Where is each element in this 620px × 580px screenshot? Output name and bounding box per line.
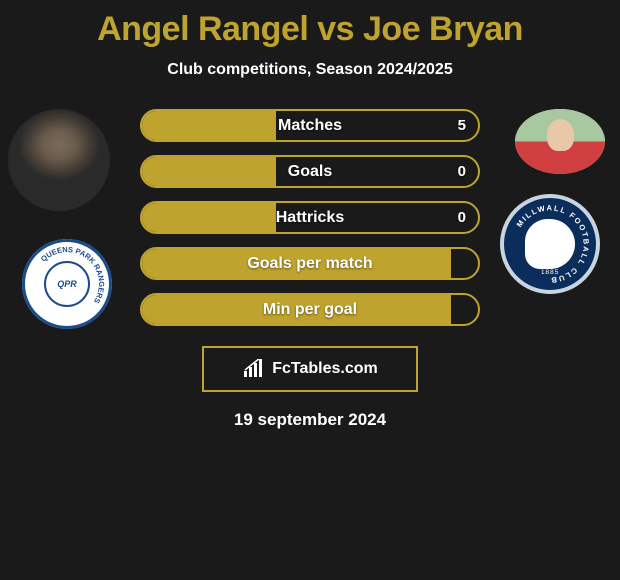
club-right-badge: MILLWALL FOOTBALL CLUB 1885 bbox=[500, 194, 600, 294]
stat-fill-left bbox=[142, 111, 276, 140]
stat-label: Matches bbox=[278, 117, 342, 135]
stat-value-right: 0 bbox=[458, 163, 466, 180]
player-right-silhouette bbox=[515, 109, 605, 174]
stat-row: Goals per match bbox=[140, 247, 480, 280]
stat-row: Hattricks 0 bbox=[140, 201, 480, 234]
brand-box: FcTables.com bbox=[202, 346, 418, 392]
millwall-badge: MILLWALL FOOTBALL CLUB 1885 bbox=[504, 198, 596, 290]
club-right-year: 1885 bbox=[541, 269, 559, 276]
stat-row: Matches 5 bbox=[140, 109, 480, 142]
date-text: 19 september 2024 bbox=[0, 410, 620, 430]
player-left-silhouette bbox=[8, 109, 110, 211]
stat-value-right: 5 bbox=[458, 117, 466, 134]
stat-label: Goals per match bbox=[247, 255, 372, 273]
stat-fill-left bbox=[142, 157, 276, 186]
stats-list: Matches 5 Goals 0 Hattricks 0 Goals per match M… bbox=[140, 109, 480, 326]
subtitle: Club competitions, Season 2024/2025 bbox=[0, 61, 620, 79]
stat-label: Hattricks bbox=[276, 209, 344, 227]
club-left-badge: QUEENS PARK RANGERS QPR bbox=[22, 239, 112, 329]
chart-icon bbox=[242, 359, 266, 379]
comparison-panel: QUEENS PARK RANGERS QPR MILLWALL FOOTBAL… bbox=[0, 109, 620, 430]
qpr-ring-text: QUEENS PARK RANGERS bbox=[25, 242, 109, 326]
qpr-badge: QUEENS PARK RANGERS QPR bbox=[22, 239, 112, 329]
stat-row: Goals 0 bbox=[140, 155, 480, 188]
stat-fill-left bbox=[142, 203, 276, 232]
player-left-photo bbox=[8, 109, 110, 211]
stat-value-right: 0 bbox=[458, 209, 466, 226]
brand-text: FcTables.com bbox=[272, 360, 378, 378]
svg-text:QUEENS PARK RANGERS: QUEENS PARK RANGERS bbox=[39, 245, 106, 305]
page-title: Angel Rangel vs Joe Bryan bbox=[0, 0, 620, 49]
stat-label: Min per goal bbox=[263, 301, 357, 319]
stat-label: Goals bbox=[288, 163, 332, 181]
stat-row: Min per goal bbox=[140, 293, 480, 326]
player-right-photo bbox=[515, 109, 605, 174]
